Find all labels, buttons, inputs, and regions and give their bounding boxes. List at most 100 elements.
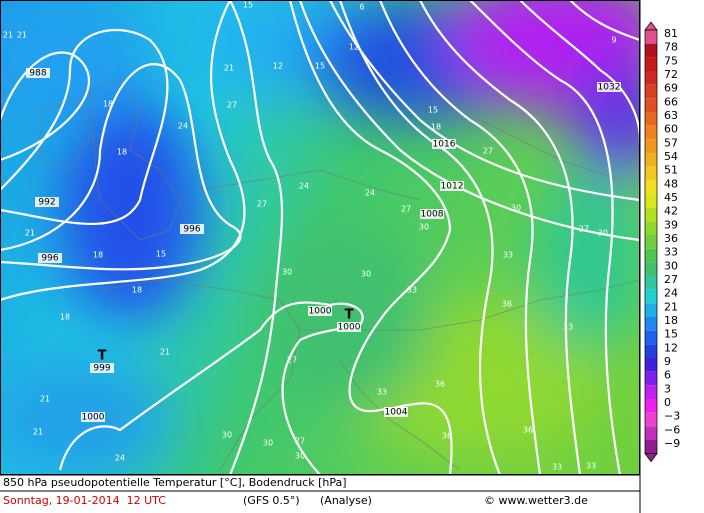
colorbar-swatch xyxy=(645,235,657,249)
temperature-label: 18 xyxy=(117,148,127,157)
temperature-label: 30 xyxy=(598,229,608,238)
temperature-label: 27 xyxy=(579,225,589,234)
colorbar-label: 42 xyxy=(664,205,678,218)
colorbar-swatch xyxy=(645,303,657,317)
temperature-label: 21 xyxy=(160,348,170,357)
temperature-label: 24 xyxy=(178,122,188,131)
colorbar-swatch xyxy=(645,221,657,235)
temperature-label: 33 xyxy=(407,286,417,295)
isobar-label-bg xyxy=(180,224,204,234)
temperature-label: 12 xyxy=(273,62,283,71)
isobar-label: 1016 xyxy=(433,140,456,150)
colorbar-label: −9 xyxy=(664,437,680,450)
temperature-label: 24 xyxy=(115,454,125,463)
isobar-label-bg xyxy=(432,139,456,149)
colorbar-label: 66 xyxy=(664,95,678,108)
colorbar-label: 60 xyxy=(664,123,678,136)
temperature-label: 18 xyxy=(103,100,113,109)
colorbar-swatch xyxy=(645,57,657,71)
colorbar-label: 6 xyxy=(664,369,671,382)
colorbar: 8178757269666360575451484542393633302724… xyxy=(644,21,680,463)
caption-model: (GFS 0.5°) xyxy=(243,494,300,507)
colorbar-swatch xyxy=(645,30,657,44)
colorbar-swatch xyxy=(645,112,657,126)
temperature-label: 30 xyxy=(361,270,371,279)
colorbar-label: 75 xyxy=(664,54,678,67)
colorbar-label: 45 xyxy=(664,191,678,204)
colorbar-label: 9 xyxy=(664,355,671,368)
temperature-label: 12 xyxy=(349,43,359,52)
colorbar-label: 54 xyxy=(664,150,678,163)
colorbar-label: 63 xyxy=(664,109,678,122)
colorbar-swatch xyxy=(645,71,657,85)
temperature-label: 6 xyxy=(359,3,364,12)
temperature-label: 21 xyxy=(17,31,27,40)
colorbar-swatch xyxy=(645,262,657,276)
temperature-label: 24 xyxy=(299,182,309,191)
colorbar-label: −6 xyxy=(664,423,680,436)
temperature-label: 27 xyxy=(295,437,305,446)
caption: 850 hPa pseudopotentielle Temperatur [°C… xyxy=(3,476,588,507)
isobar-label: 1000 xyxy=(309,307,332,317)
caption-run: (Analyse) xyxy=(320,494,372,507)
temperature-label: 18 xyxy=(60,313,70,322)
temperature-label: 33 xyxy=(503,251,513,260)
colorbar-label: 18 xyxy=(664,314,678,327)
temperature-label: 15 xyxy=(243,1,253,10)
isobar-label-bg xyxy=(440,181,464,191)
colorbar-label: 39 xyxy=(664,218,678,231)
isobar-label: 996 xyxy=(183,225,200,235)
colorbar-arrow xyxy=(644,453,658,463)
temperature-label: 33 xyxy=(586,462,596,471)
temperature-label: 36 xyxy=(502,300,512,309)
colorbar-swatch xyxy=(645,180,657,194)
colorbar-swatch xyxy=(645,125,657,140)
temperature-label: 30 xyxy=(511,204,521,213)
colorbar-label: 51 xyxy=(664,164,678,177)
colorbar-swatch xyxy=(645,412,657,427)
low-symbol: T xyxy=(345,308,354,323)
map-area: 988 992 996 996 1000 1000 1004 1008 1012 1016 1032… xyxy=(0,0,640,475)
temperature-label: 30 xyxy=(222,431,232,440)
colorbar-swatch xyxy=(645,207,657,222)
isobar-label-bg xyxy=(26,68,50,78)
low-pressure: 1000 xyxy=(338,323,361,333)
isobar-label-bg xyxy=(38,253,62,263)
temperature-label: 27 xyxy=(401,205,411,214)
low-pressure-bg xyxy=(90,363,114,373)
temperature-label: 18 xyxy=(431,123,441,132)
colorbar-swatch xyxy=(645,166,657,181)
colorbar-swatch xyxy=(645,194,657,208)
isobar-label: 988 xyxy=(29,69,46,79)
isobar-label: 992 xyxy=(38,198,55,208)
caption-credit: © www.wetter3.de xyxy=(484,494,588,507)
colorbar-swatch xyxy=(645,358,657,372)
colorbar-label: 72 xyxy=(664,68,678,81)
isobar-label-bg xyxy=(81,412,105,422)
isobar-label: 1000 xyxy=(82,413,105,423)
temperature-label: 24 xyxy=(365,189,375,198)
temperature-label: 27 xyxy=(227,101,237,110)
colorbar-label: 12 xyxy=(664,341,678,354)
isobar-label: 1012 xyxy=(441,182,464,192)
isobar-label-bg xyxy=(597,82,621,92)
colorbar-swatch xyxy=(645,84,657,99)
colorbar-label: 69 xyxy=(664,82,678,95)
colorbar-swatch xyxy=(645,248,657,263)
temperature-label: 33 xyxy=(563,323,573,332)
colorbar-label: 27 xyxy=(664,273,678,286)
temperature-label: 9 xyxy=(611,36,616,45)
colorbar-swatch xyxy=(645,426,657,440)
colorbar-frame xyxy=(644,29,658,455)
colorbar-label: 33 xyxy=(664,246,678,259)
temperature-label: 21 xyxy=(3,31,13,40)
temperature-label: 15 xyxy=(428,106,438,115)
temperature-label: 21 xyxy=(25,229,35,238)
colorbar-swatch xyxy=(645,440,657,454)
temperature-label: 30 xyxy=(263,439,273,448)
temperature-label: 27 xyxy=(287,356,297,365)
isobar-label-bg xyxy=(35,197,59,207)
colorbar-swatch xyxy=(645,153,657,167)
temperature-label: 21 xyxy=(33,428,43,437)
